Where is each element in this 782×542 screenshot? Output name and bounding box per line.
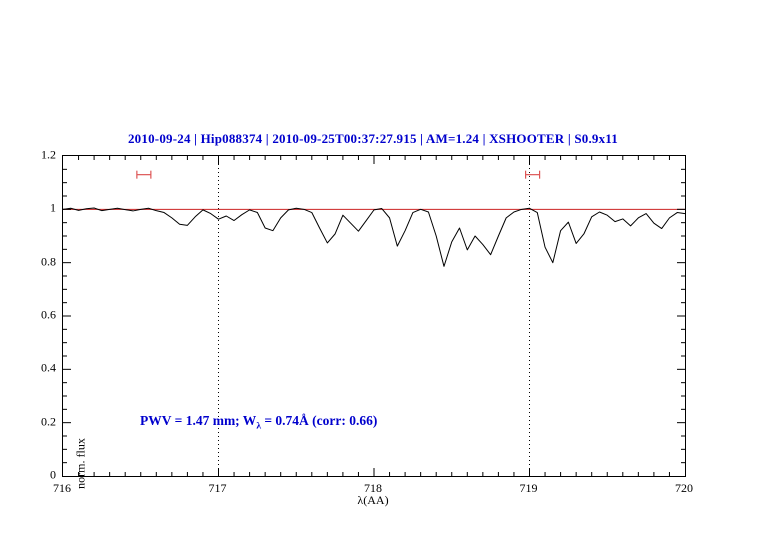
plot-title: 2010-09-24 | Hip088374 | 2010-09-25T00:3… (127, 131, 618, 146)
y-tick-label: 0.4 (41, 360, 56, 375)
spectrum-line (63, 207, 685, 267)
y-tick-label: 0 (50, 467, 56, 482)
spectrum-chart (63, 156, 685, 476)
pwv-annotation: PWV = 1.47 mm; Wλ = 0.74Å (corr: 0.66) (140, 413, 377, 432)
x-tick-label: 717 (208, 481, 227, 495)
y-tick-label: 1.2 (41, 147, 56, 162)
x-tick-label: 718 (364, 481, 382, 495)
y-tick-label: 0.6 (41, 307, 56, 322)
pwv-annotation-prefix: PWV = 1.47 mm; W (140, 413, 257, 428)
x-tick-label: 719 (519, 481, 538, 495)
y-tick-label: 0.2 (41, 414, 56, 429)
pwv-annotation-sub: λ (256, 421, 261, 432)
x-tick-label: 716 (53, 481, 71, 495)
pwv-annotation-suffix: = 0.74Å (corr: 0.66) (260, 413, 378, 428)
y-tick-label: 0.8 (41, 254, 56, 269)
plot-area: norm. flux (62, 155, 686, 489)
x-axis-label: λ(AA) (357, 493, 389, 507)
x-tick-label: 720 (675, 481, 693, 495)
y-tick-label: 1 (50, 200, 56, 215)
